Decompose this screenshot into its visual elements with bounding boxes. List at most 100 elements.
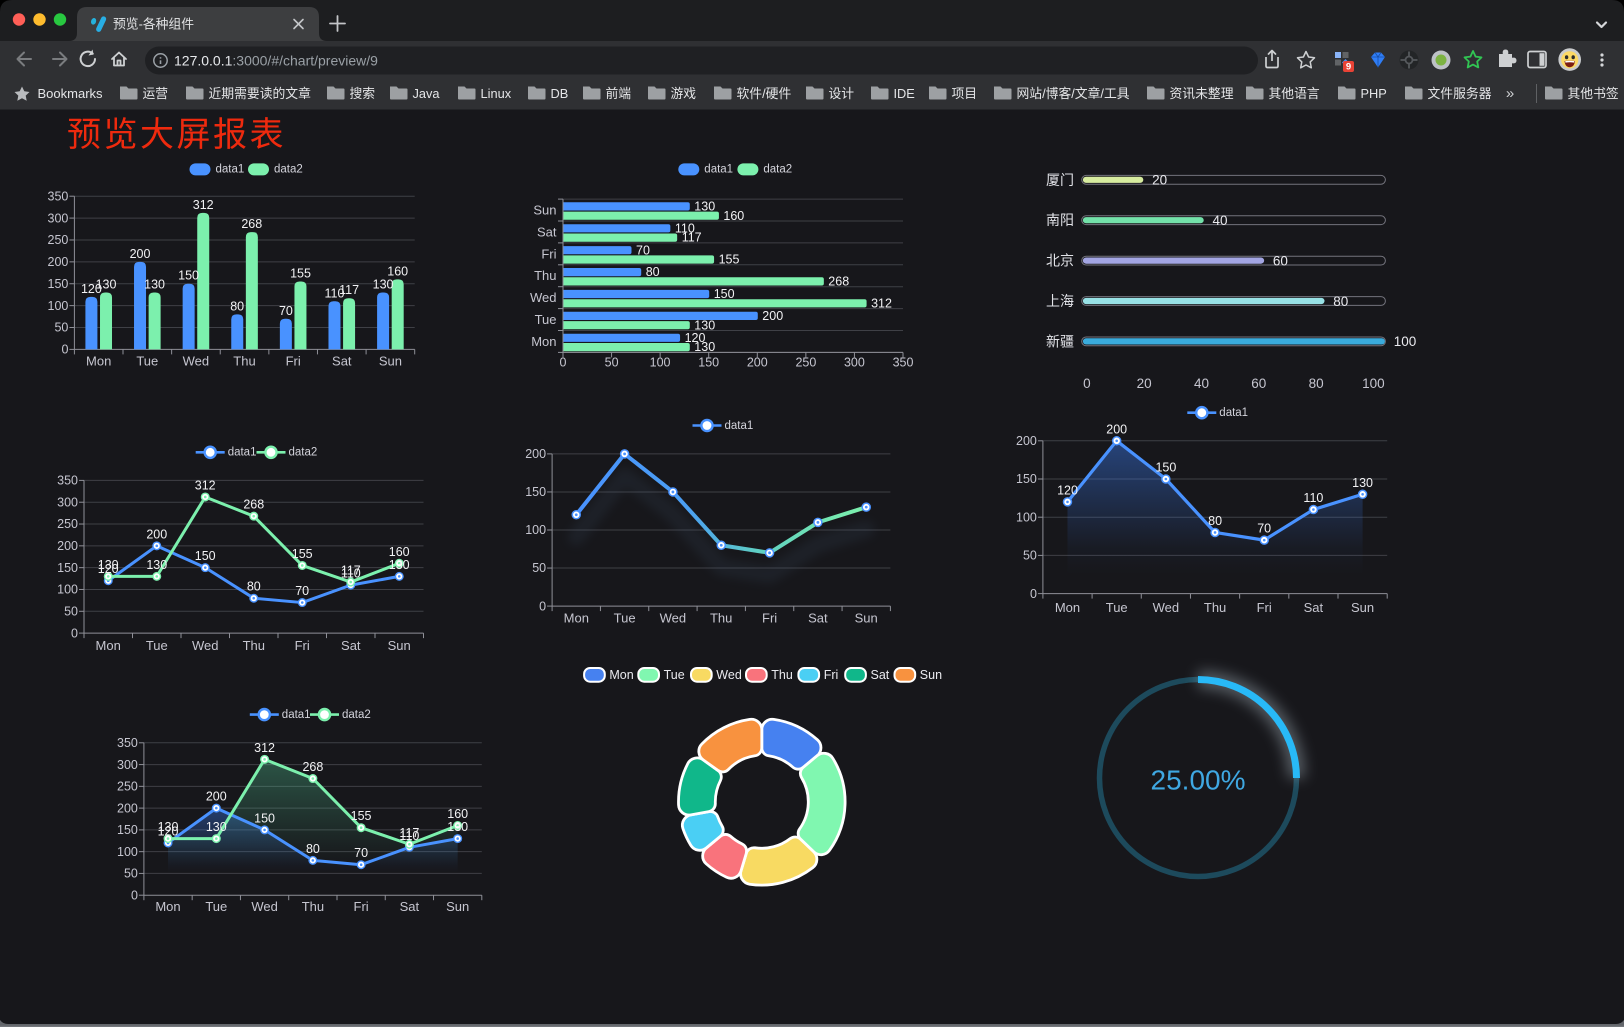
svg-text:80: 80 [1333,294,1348,309]
svg-text:Thu: Thu [534,268,556,283]
svg-text:0: 0 [131,888,138,902]
svg-text:Thu: Thu [710,611,732,626]
svg-text:80: 80 [1309,376,1324,391]
svg-text:155: 155 [719,253,740,267]
svg-text:Mon: Mon [155,899,180,914]
svg-text:130: 130 [694,340,715,354]
svg-text:0: 0 [71,626,78,640]
svg-text:268: 268 [828,275,849,289]
svg-text:80: 80 [247,580,261,594]
svg-text:100: 100 [57,583,78,597]
svg-text:Mon: Mon [86,354,111,369]
svg-text:100: 100 [117,845,138,859]
svg-text:Thu: Thu [233,354,255,369]
svg-text:130: 130 [96,278,117,292]
svg-text:80: 80 [646,265,660,279]
svg-text:Sat: Sat [332,354,352,369]
svg-text:200: 200 [747,356,768,370]
svg-text:0: 0 [539,599,546,613]
svg-text:data2: data2 [763,164,792,176]
svg-text:60: 60 [1251,376,1266,391]
svg-text:预览-各种组件: 预览-各种组件 [113,17,194,32]
svg-text:100: 100 [650,356,671,370]
svg-text:200: 200 [130,247,151,261]
svg-text:文件服务器: 文件服务器 [1428,86,1492,101]
svg-text:350: 350 [117,736,138,750]
svg-text:117: 117 [682,231,702,245]
svg-text:155: 155 [290,267,311,281]
svg-text:268: 268 [241,217,262,231]
svg-text:120: 120 [98,562,119,576]
svg-text:0: 0 [1083,376,1091,391]
svg-text:70: 70 [636,243,650,257]
svg-text:80: 80 [1208,514,1222,528]
svg-text:130: 130 [144,278,165,292]
svg-text:Sat: Sat [1304,600,1324,615]
svg-text:130: 130 [158,820,179,834]
svg-text:Sun: Sun [920,668,942,682]
svg-text:150: 150 [48,277,69,291]
svg-text:130: 130 [447,820,468,834]
svg-text:Tue: Tue [205,899,227,914]
svg-text:data1: data1 [704,164,733,176]
svg-text:近期需要读的文章: 近期需要读的文章 [209,86,312,101]
svg-text:Linux: Linux [481,86,512,101]
svg-text:60: 60 [1273,253,1288,268]
svg-text:100: 100 [1362,376,1385,391]
svg-text:268: 268 [302,760,323,774]
svg-text:50: 50 [1023,549,1037,563]
svg-text:200: 200 [762,309,783,323]
svg-text:9: 9 [1346,62,1351,73]
svg-text:Tue: Tue [1106,600,1128,615]
svg-text:200: 200 [1106,422,1127,436]
svg-text:Sun: Sun [855,611,878,626]
svg-text:20: 20 [1137,376,1152,391]
svg-text:70: 70 [354,846,368,860]
svg-text:200: 200 [525,447,546,461]
svg-text:Mon: Mon [1055,600,1080,615]
svg-text:80: 80 [306,842,320,856]
svg-text:Mon: Mon [564,611,589,626]
svg-text:100: 100 [48,299,69,313]
svg-text:data1: data1 [228,447,257,459]
svg-text:0: 0 [560,356,567,370]
svg-text:data1: data1 [282,709,311,721]
svg-text:Tue: Tue [664,668,685,682]
svg-text:130: 130 [146,558,167,572]
svg-text:Mon: Mon [609,668,633,682]
svg-text:268: 268 [243,498,264,512]
svg-text:Wed: Wed [183,354,210,369]
svg-text:Wed: Wed [251,899,278,914]
svg-text:130: 130 [389,558,410,572]
svg-text:搜索: 搜索 [350,86,376,101]
svg-text:350: 350 [48,189,69,203]
svg-text:南阳: 南阳 [1046,212,1074,228]
svg-text:Sun: Sun [388,638,411,653]
svg-text:350: 350 [893,356,914,370]
svg-text:110: 110 [1303,491,1323,505]
svg-text:40: 40 [1194,376,1209,391]
svg-text:300: 300 [844,356,865,370]
svg-text:50: 50 [605,356,619,370]
svg-text:Sat: Sat [871,668,890,682]
svg-text:70: 70 [1257,522,1271,536]
svg-text:Wed: Wed [716,668,742,682]
svg-text:110: 110 [341,567,361,581]
svg-text:Sun: Sun [1351,600,1374,615]
svg-text:Java: Java [413,86,441,101]
svg-text:160: 160 [387,264,408,278]
svg-text:PHP: PHP [1361,86,1387,101]
svg-text:155: 155 [351,809,372,823]
svg-text:150: 150 [714,287,735,301]
svg-text:160: 160 [723,209,744,223]
svg-text:150: 150 [57,561,78,575]
svg-text:软件/硬件: 软件/硬件 [737,86,792,101]
svg-text:Fri: Fri [762,611,777,626]
svg-text:Tue: Tue [535,312,557,327]
svg-text:Thu: Thu [243,638,265,653]
svg-text:200: 200 [206,790,227,804]
svg-text:80: 80 [230,299,244,313]
svg-text:200: 200 [1016,434,1037,448]
svg-text:20: 20 [1152,173,1167,188]
svg-text:Sun: Sun [379,354,402,369]
